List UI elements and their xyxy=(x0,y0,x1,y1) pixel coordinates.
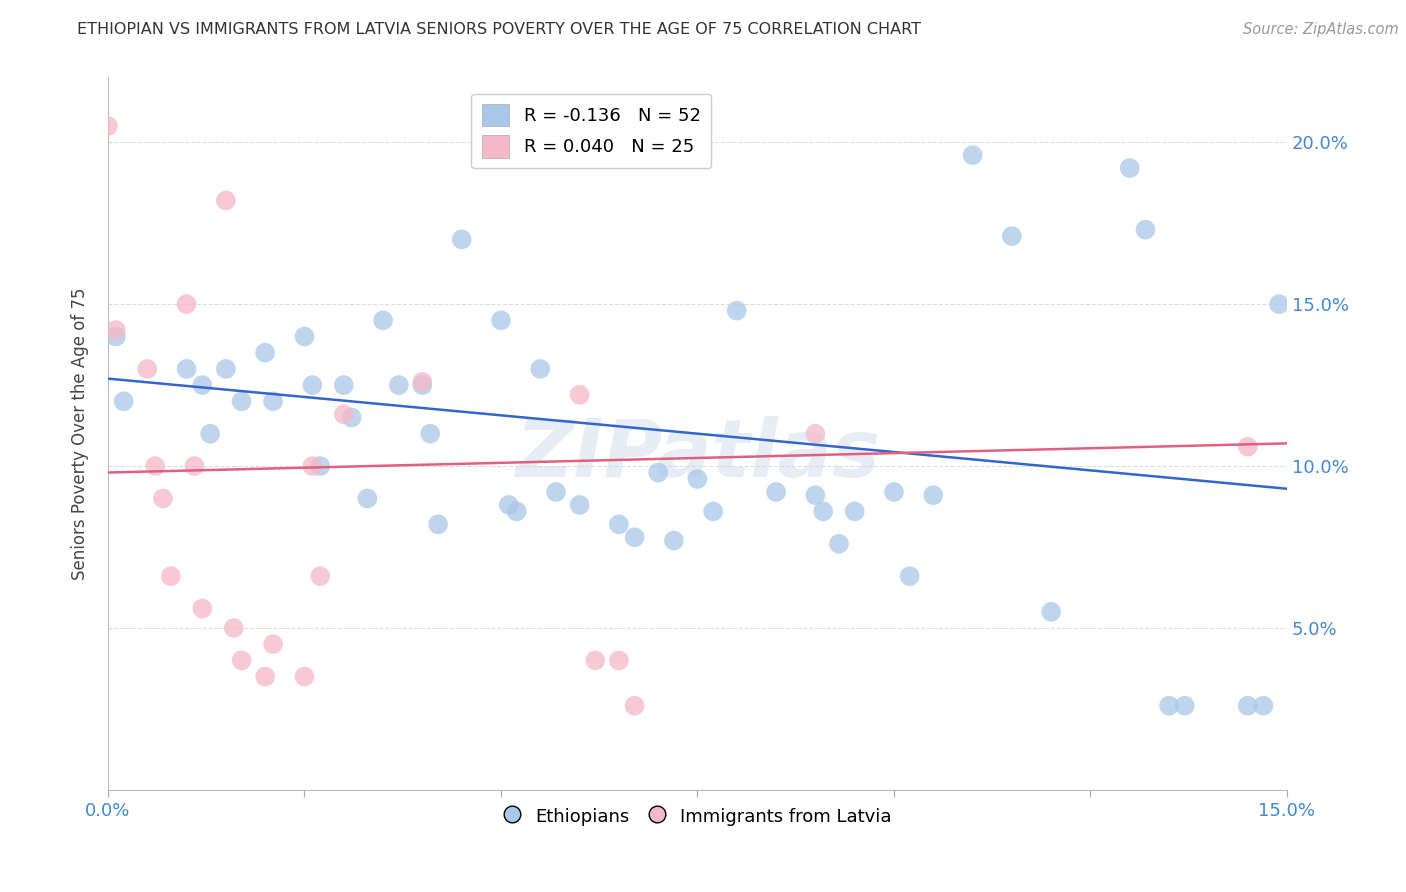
Point xyxy=(544,485,567,500)
Point xyxy=(505,504,527,518)
Point xyxy=(254,345,277,359)
Point xyxy=(813,504,835,518)
Point xyxy=(198,426,221,441)
Point xyxy=(309,458,332,473)
Point xyxy=(844,504,866,518)
Point xyxy=(215,194,238,208)
Point xyxy=(371,313,394,327)
Point xyxy=(922,488,945,502)
Point xyxy=(419,426,441,441)
Point xyxy=(104,329,127,343)
Point xyxy=(607,653,630,667)
Point xyxy=(356,491,378,506)
Point xyxy=(1174,698,1197,713)
Point xyxy=(1236,440,1258,454)
Point xyxy=(176,297,198,311)
Text: ETHIOPIAN VS IMMIGRANTS FROM LATVIA SENIORS POVERTY OVER THE AGE OF 75 CORRELATI: ETHIOPIAN VS IMMIGRANTS FROM LATVIA SENI… xyxy=(77,22,921,37)
Point xyxy=(1119,161,1142,175)
Text: ZIPatlas: ZIPatlas xyxy=(515,416,880,494)
Point xyxy=(702,504,724,518)
Point xyxy=(231,653,253,667)
Point xyxy=(301,378,323,392)
Point xyxy=(489,313,512,327)
Point xyxy=(160,569,183,583)
Point xyxy=(529,362,551,376)
Point xyxy=(498,498,520,512)
Point xyxy=(143,458,166,473)
Point xyxy=(222,621,245,635)
Point xyxy=(804,426,827,441)
Point xyxy=(962,148,984,162)
Point xyxy=(883,485,905,500)
Point xyxy=(262,637,284,651)
Point xyxy=(104,323,127,337)
Point xyxy=(411,375,433,389)
Point xyxy=(828,537,851,551)
Point xyxy=(1253,698,1275,713)
Point xyxy=(1040,605,1063,619)
Point xyxy=(1236,698,1258,713)
Point xyxy=(231,394,253,409)
Point xyxy=(191,601,214,615)
Point xyxy=(262,394,284,409)
Point xyxy=(568,498,591,512)
Point xyxy=(765,485,787,500)
Point xyxy=(183,458,205,473)
Point xyxy=(583,653,606,667)
Point xyxy=(152,491,174,506)
Point xyxy=(388,378,411,392)
Point xyxy=(309,569,332,583)
Point xyxy=(340,410,363,425)
Point xyxy=(1001,229,1024,244)
Point xyxy=(623,698,645,713)
Point xyxy=(294,329,316,343)
Text: Source: ZipAtlas.com: Source: ZipAtlas.com xyxy=(1243,22,1399,37)
Point xyxy=(804,488,827,502)
Point xyxy=(623,530,645,544)
Point xyxy=(112,394,135,409)
Point xyxy=(301,458,323,473)
Point xyxy=(647,466,669,480)
Point xyxy=(333,407,356,421)
Point xyxy=(898,569,921,583)
Point xyxy=(725,303,748,318)
Point xyxy=(450,232,472,246)
Point xyxy=(662,533,685,548)
Point xyxy=(333,378,356,392)
Point xyxy=(686,472,709,486)
Point xyxy=(1268,297,1291,311)
Point xyxy=(254,669,277,683)
Point xyxy=(176,362,198,376)
Point xyxy=(427,517,450,532)
Point xyxy=(294,669,316,683)
Legend: Ethiopians, Immigrants from Latvia: Ethiopians, Immigrants from Latvia xyxy=(496,797,898,834)
Point xyxy=(97,119,120,133)
Point xyxy=(1157,698,1180,713)
Point xyxy=(568,388,591,402)
Point xyxy=(411,378,433,392)
Y-axis label: Seniors Poverty Over the Age of 75: Seniors Poverty Over the Age of 75 xyxy=(72,287,89,580)
Point xyxy=(1135,222,1157,236)
Point xyxy=(191,378,214,392)
Point xyxy=(215,362,238,376)
Point xyxy=(607,517,630,532)
Point xyxy=(136,362,159,376)
